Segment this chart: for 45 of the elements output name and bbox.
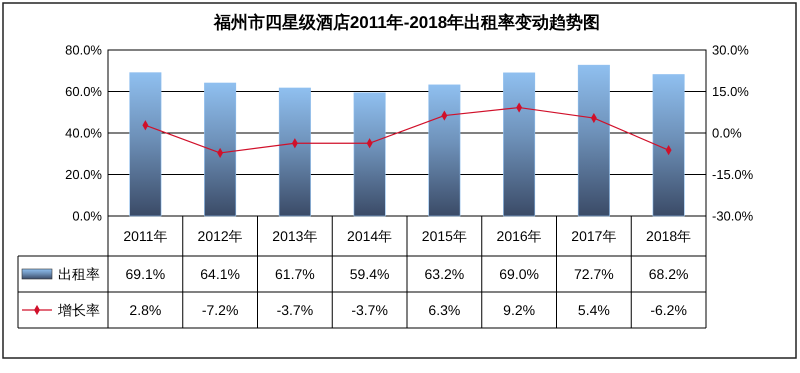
data-label: -3.7% xyxy=(351,302,388,318)
data-label: 61.7% xyxy=(275,266,315,282)
data-label: 2.8% xyxy=(129,302,162,318)
x-tick-label: 2012年 xyxy=(198,228,243,244)
data-label: 64.1% xyxy=(200,266,240,282)
data-label: -3.7% xyxy=(276,302,314,318)
data-label: 68.2% xyxy=(648,266,688,282)
data-label: 6.3% xyxy=(428,302,460,318)
chart-title: 福州市四星级酒店2011年-2018年出租率变动趋势图 xyxy=(212,13,600,32)
x-tick-label: 2011年 xyxy=(123,228,168,244)
y2-tick-label: -30.0% xyxy=(712,208,754,224)
bar xyxy=(278,88,311,216)
data-label: -7.2% xyxy=(202,302,238,318)
x-tick-label: 2018年 xyxy=(646,228,692,244)
bar xyxy=(428,84,460,216)
bar xyxy=(578,64,610,216)
data-label: 9.2% xyxy=(503,302,536,318)
data-label: 69.1% xyxy=(126,266,166,282)
data-label: 63.2% xyxy=(424,266,464,282)
data-label: -6.2% xyxy=(650,302,687,318)
y2-tick-label: 0.0% xyxy=(712,126,742,141)
data-label: 59.4% xyxy=(350,266,390,282)
legend-label: 出租率 xyxy=(58,266,100,282)
legend-label: 增长率 xyxy=(57,302,100,318)
x-tick-label: 2013年 xyxy=(272,228,318,244)
y2-tick-label: 15.0% xyxy=(712,84,750,100)
bar xyxy=(652,74,685,216)
x-tick-label: 2014年 xyxy=(347,228,392,244)
x-tick-label: 2017年 xyxy=(571,228,616,244)
x-tick-label: 2015年 xyxy=(422,228,467,244)
y-tick-label: 40.0% xyxy=(65,126,102,141)
x-tick-label: 2016年 xyxy=(496,228,542,244)
data-label: 5.4% xyxy=(578,302,610,318)
data-label: 72.7% xyxy=(574,266,614,282)
y2-tick-label: -15.0% xyxy=(712,167,754,182)
bar xyxy=(129,72,162,216)
bar xyxy=(503,72,536,216)
y-tick-label: 20.0% xyxy=(65,167,102,182)
bar xyxy=(204,82,236,216)
y2-tick-label: 30.0% xyxy=(712,42,750,58)
data-label: 69.0% xyxy=(499,266,539,282)
y-tick-label: 60.0% xyxy=(65,84,102,100)
bar xyxy=(354,92,386,216)
y-tick-label: 80.0% xyxy=(65,42,102,58)
y-tick-label: 0.0% xyxy=(72,208,102,224)
